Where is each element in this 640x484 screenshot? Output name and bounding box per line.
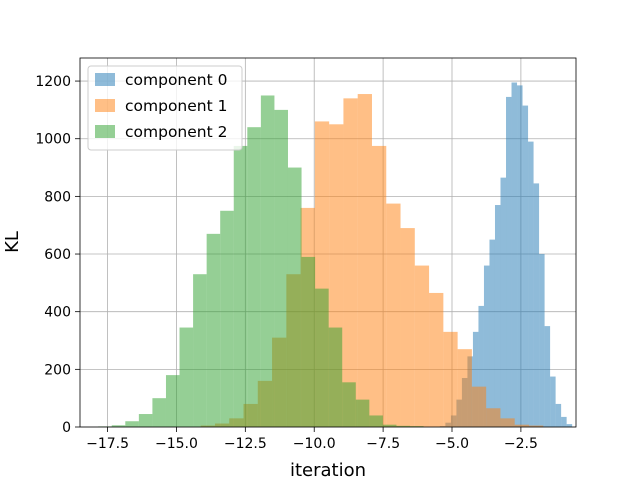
bar-component-1 — [457, 349, 472, 427]
bar-component-0 — [533, 183, 540, 427]
y-axis-ticks: 0 200 400 600 800 1000 1200 — [35, 74, 80, 436]
x-tick-label: −5.0 — [435, 436, 469, 452]
legend-swatch-component-1 — [95, 99, 115, 112]
y-axis-label: KL — [2, 231, 23, 253]
bar-component-0 — [483, 265, 490, 427]
y-tick-label: 400 — [44, 305, 71, 321]
x-tick-label: −10.0 — [293, 436, 336, 452]
bar-component-0 — [478, 305, 484, 427]
bar-component-2 — [342, 382, 356, 427]
bar-component-0 — [566, 424, 573, 427]
histogram-bars — [98, 82, 573, 427]
bar-component-0 — [472, 331, 479, 427]
bar-component-2 — [410, 426, 424, 427]
bar-component-2 — [396, 425, 411, 427]
x-tick-label: −7.5 — [366, 436, 400, 452]
bar-component-0 — [555, 403, 562, 427]
bar-component-0 — [550, 376, 556, 427]
y-tick-label: 800 — [44, 189, 71, 205]
bar-component-0 — [500, 177, 507, 427]
bar-component-2 — [247, 127, 261, 427]
x-axis-label: iteration — [290, 460, 366, 480]
bar-component-1 — [400, 228, 415, 427]
legend-label-component-0: component 0 — [125, 71, 227, 89]
legend-swatch-component-2 — [95, 125, 115, 138]
bar-component-2 — [179, 327, 194, 427]
bar-component-1 — [386, 203, 401, 427]
bar-component-1 — [357, 94, 372, 427]
bar-component-2 — [152, 398, 166, 427]
bar-component-2 — [165, 375, 180, 427]
x-tick-label: −12.5 — [224, 436, 267, 452]
plot-frame — [79, 57, 577, 428]
bar-component-0 — [511, 82, 518, 427]
bar-component-1 — [514, 424, 529, 427]
bar-component-1 — [528, 425, 544, 427]
x-tick-label: −17.5 — [86, 436, 129, 452]
bar-component-2 — [233, 145, 248, 427]
x-axis-ticks: −17.5 −15.0 −12.5 −10.0 −7.5 −5.0 −2.5 — [86, 427, 538, 452]
y-tick-label: 1200 — [35, 74, 71, 90]
bar-component-0 — [528, 141, 534, 427]
bar-component-0 — [517, 85, 523, 427]
bar-component-2 — [111, 425, 126, 427]
bar-component-2 — [220, 210, 234, 427]
bar-component-0 — [561, 416, 567, 427]
bar-component-1 — [486, 408, 501, 427]
bar-component-2 — [138, 414, 153, 427]
bar-component-2 — [315, 288, 329, 427]
bar-component-2 — [301, 256, 316, 427]
bar-component-1 — [429, 292, 444, 427]
bar-component-1 — [371, 145, 387, 427]
bar-component-1 — [500, 418, 515, 427]
bar-component-2 — [206, 233, 221, 427]
legend-label-component-2: component 2 — [125, 123, 227, 141]
legend-swatch-component-0 — [95, 73, 115, 86]
bar-component-2 — [125, 421, 139, 427]
x-tick-label: −15.0 — [155, 436, 198, 452]
bar-component-2 — [287, 167, 302, 427]
bar-component-2 — [382, 424, 397, 427]
bar-component-2 — [260, 95, 275, 427]
bar-component-2 — [193, 274, 207, 427]
bar-component-0 — [539, 254, 545, 427]
bar-component-0 — [506, 96, 512, 427]
legend-label-component-1: component 1 — [125, 97, 227, 115]
bar-component-0 — [489, 239, 495, 427]
legend-box — [87, 65, 243, 151]
bar-component-2 — [328, 327, 343, 427]
y-tick-label: 1000 — [35, 132, 71, 148]
bar-component-0 — [522, 105, 529, 427]
bar-component-2 — [369, 415, 383, 427]
y-tick-label: 0 — [62, 420, 71, 436]
bar-component-0 — [544, 326, 551, 427]
bar-component-2 — [355, 399, 370, 427]
bar-component-1 — [343, 98, 358, 427]
bar-component-1 — [471, 386, 487, 427]
y-tick-label: 200 — [44, 362, 71, 378]
bar-component-1 — [414, 265, 430, 427]
bar-component-1 — [443, 331, 458, 427]
x-tick-label: −2.5 — [504, 436, 538, 452]
legend: component 0 component 1 component 2 — [87, 65, 243, 151]
y-tick-label: 600 — [44, 247, 71, 263]
bar-component-2 — [274, 109, 288, 427]
bar-component-0 — [494, 205, 501, 427]
